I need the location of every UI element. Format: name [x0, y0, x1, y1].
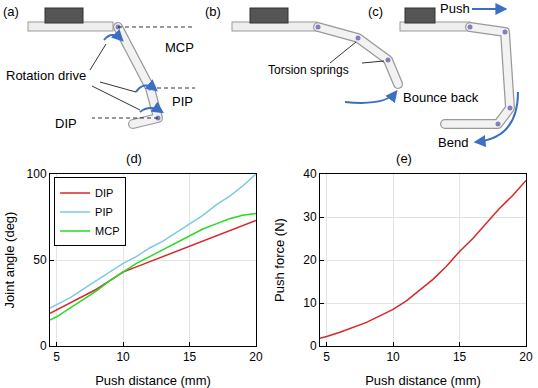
- svg-text:PIP: PIP: [172, 94, 193, 109]
- svg-text:10: 10: [386, 350, 400, 364]
- svg-text:(a): (a): [3, 4, 19, 19]
- svg-text:MCP: MCP: [95, 225, 119, 237]
- svg-text:Rotation drive: Rotation drive: [6, 68, 86, 83]
- svg-text:Torsion springs: Torsion springs: [268, 63, 349, 77]
- svg-text:Push distance (mm): Push distance (mm): [95, 373, 211, 388]
- svg-text:30: 30: [303, 210, 317, 224]
- svg-text:(e): (e): [396, 151, 412, 166]
- svg-text:(c): (c): [368, 4, 383, 19]
- svg-text:5: 5: [53, 350, 60, 364]
- svg-text:Bend: Bend: [438, 135, 468, 150]
- svg-text:15: 15: [453, 350, 467, 364]
- svg-text:Push force (N): Push force (N): [272, 218, 287, 302]
- svg-text:0: 0: [40, 339, 47, 353]
- svg-text:(b): (b): [205, 4, 221, 19]
- svg-text:20: 20: [249, 350, 263, 364]
- svg-text:10: 10: [303, 296, 317, 310]
- svg-text:Push distance (mm): Push distance (mm): [365, 373, 481, 388]
- svg-text:15: 15: [183, 350, 197, 364]
- svg-text:5: 5: [323, 350, 330, 364]
- svg-text:DIP: DIP: [95, 187, 113, 199]
- svg-text:Joint angle (deg): Joint angle (deg): [2, 212, 17, 309]
- svg-text:0: 0: [310, 339, 317, 353]
- svg-text:40: 40: [303, 167, 317, 181]
- svg-text:100: 100: [27, 167, 47, 181]
- svg-text:20: 20: [519, 350, 533, 364]
- svg-text:MCP: MCP: [165, 40, 194, 55]
- svg-text:Push: Push: [440, 1, 470, 16]
- svg-text:50: 50: [33, 253, 47, 267]
- svg-text:PIP: PIP: [95, 206, 113, 218]
- svg-text:DIP: DIP: [55, 116, 77, 131]
- svg-text:(d): (d): [126, 151, 142, 166]
- svg-text:20: 20: [303, 253, 317, 267]
- svg-text:10: 10: [116, 350, 130, 364]
- svg-text:Bounce back: Bounce back: [403, 90, 479, 105]
